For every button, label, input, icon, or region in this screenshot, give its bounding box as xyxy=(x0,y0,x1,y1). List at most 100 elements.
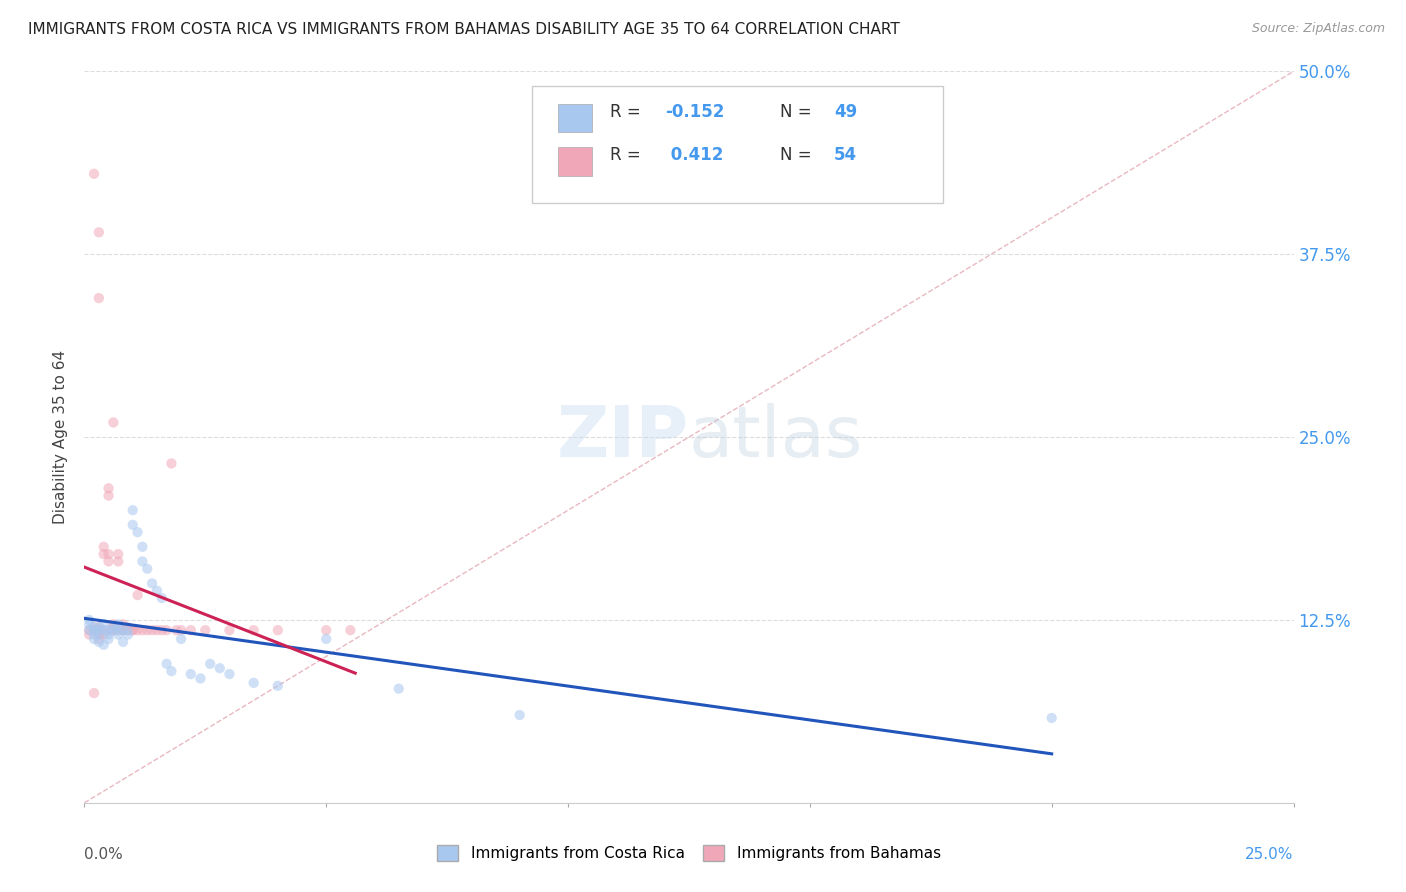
Point xyxy=(218,623,240,637)
Point xyxy=(112,635,135,649)
Point xyxy=(87,635,110,649)
Point xyxy=(93,623,115,637)
Point xyxy=(87,623,110,637)
Point xyxy=(87,620,110,634)
Text: R =: R = xyxy=(610,103,647,120)
Point xyxy=(136,623,159,637)
Text: IMMIGRANTS FROM COSTA RICA VS IMMIGRANTS FROM BAHAMAS DISABILITY AGE 35 TO 64 CO: IMMIGRANTS FROM COSTA RICA VS IMMIGRANTS… xyxy=(28,22,900,37)
Point xyxy=(77,617,100,632)
Point xyxy=(267,623,290,637)
Point xyxy=(97,481,120,495)
Point xyxy=(146,623,169,637)
Point xyxy=(315,632,337,646)
Point xyxy=(83,167,105,181)
Text: R =: R = xyxy=(610,146,647,164)
Text: atlas: atlas xyxy=(689,402,863,472)
Point xyxy=(103,620,125,634)
Point xyxy=(160,664,183,678)
Point xyxy=(107,617,129,632)
Point xyxy=(87,627,110,641)
Point xyxy=(112,617,135,632)
Point xyxy=(97,489,120,503)
Point xyxy=(87,225,110,239)
Point xyxy=(107,623,129,637)
Point xyxy=(117,620,139,634)
Point xyxy=(160,457,183,471)
Point xyxy=(103,620,125,634)
Point xyxy=(131,540,153,554)
Text: 0.412: 0.412 xyxy=(665,146,723,164)
Point xyxy=(198,657,221,671)
Point xyxy=(155,623,177,637)
Point xyxy=(136,562,159,576)
Point xyxy=(150,623,173,637)
Point xyxy=(141,623,163,637)
Point xyxy=(218,667,240,681)
FancyBboxPatch shape xyxy=(558,147,592,176)
Point xyxy=(121,623,143,637)
Point xyxy=(93,638,115,652)
Point xyxy=(117,623,139,637)
Point xyxy=(77,613,100,627)
Point xyxy=(107,623,129,637)
Point xyxy=(141,576,163,591)
Text: ZIP: ZIP xyxy=(557,402,689,472)
Point xyxy=(87,623,110,637)
Point xyxy=(112,623,135,637)
Point xyxy=(87,291,110,305)
Point xyxy=(93,623,115,637)
Point xyxy=(83,620,105,634)
Text: 25.0%: 25.0% xyxy=(1246,847,1294,862)
Point xyxy=(83,627,105,641)
Point xyxy=(77,627,100,641)
Text: -0.152: -0.152 xyxy=(665,103,724,120)
Point xyxy=(112,623,135,637)
Point xyxy=(97,623,120,637)
Text: 54: 54 xyxy=(834,146,858,164)
Point xyxy=(93,627,115,641)
Point xyxy=(121,517,143,532)
Text: N =: N = xyxy=(780,103,817,120)
Point xyxy=(77,623,100,637)
Point xyxy=(170,632,193,646)
Point xyxy=(103,623,125,637)
FancyBboxPatch shape xyxy=(558,103,592,132)
Point xyxy=(83,686,105,700)
Point xyxy=(87,632,110,646)
Point xyxy=(83,632,105,646)
Point xyxy=(97,554,120,568)
Point xyxy=(194,623,217,637)
Text: 49: 49 xyxy=(834,103,858,120)
Point xyxy=(180,667,202,681)
Point xyxy=(87,620,110,634)
Point xyxy=(93,617,115,632)
Point xyxy=(388,681,411,696)
Point xyxy=(127,525,149,540)
Text: N =: N = xyxy=(780,146,817,164)
Point xyxy=(1040,711,1063,725)
Point xyxy=(117,623,139,637)
Point xyxy=(83,623,105,637)
Point xyxy=(77,623,100,637)
Point xyxy=(131,623,153,637)
Point xyxy=(242,676,264,690)
Point xyxy=(146,583,169,598)
Point xyxy=(315,623,337,637)
Point xyxy=(112,623,135,637)
Point xyxy=(97,547,120,561)
Point xyxy=(180,623,202,637)
Point xyxy=(242,623,264,637)
Point xyxy=(107,554,129,568)
Point xyxy=(190,672,212,686)
Point xyxy=(131,554,153,568)
Point xyxy=(87,627,110,641)
Point xyxy=(83,620,105,634)
Text: 0.0%: 0.0% xyxy=(84,847,124,862)
Point xyxy=(208,661,231,675)
Point xyxy=(127,588,149,602)
Point xyxy=(150,591,173,605)
Point xyxy=(93,540,115,554)
Point xyxy=(117,627,139,641)
Legend: Immigrants from Costa Rica, Immigrants from Bahamas: Immigrants from Costa Rica, Immigrants f… xyxy=(437,845,941,861)
Point xyxy=(93,547,115,561)
